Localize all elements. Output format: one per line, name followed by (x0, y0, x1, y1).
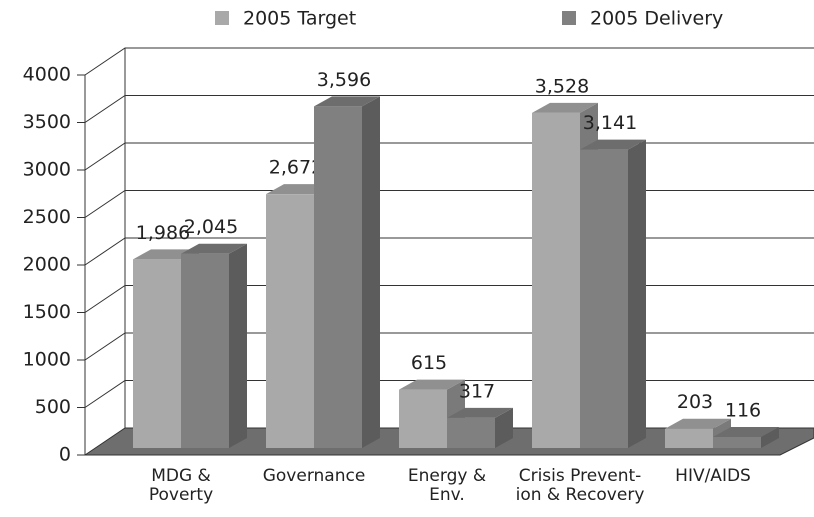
y-tick-label: 1500 (23, 301, 71, 323)
bar (665, 428, 713, 448)
grid-line (84, 95, 814, 123)
data-label: 3,141 (583, 112, 637, 134)
bar (713, 436, 761, 448)
x-tick-label: Crisis Prevent- ion & Recovery (515, 466, 645, 505)
bar-side (362, 96, 380, 448)
bar-top (399, 379, 465, 390)
y-tick-label: 3500 (23, 111, 71, 133)
bar-side (495, 407, 513, 448)
bar (532, 112, 580, 448)
bar (580, 149, 628, 449)
data-label: 2,045 (184, 216, 238, 238)
bar (314, 106, 362, 448)
bar-top (713, 426, 779, 437)
grid-line (84, 142, 814, 171)
bar-side (628, 139, 646, 449)
data-label: 3,528 (535, 75, 589, 97)
bar-side (229, 243, 247, 448)
bar-top (314, 96, 380, 107)
grid-line (84, 190, 814, 218)
bar (399, 389, 447, 448)
bar-top (580, 139, 646, 150)
bar (266, 194, 314, 448)
legend-label: 2005 Target (243, 8, 356, 30)
data-label: 615 (411, 352, 447, 374)
x-tick-label: Governance (262, 466, 366, 486)
y-tick-label: 1000 (23, 349, 71, 371)
y-tick-label: 2000 (23, 254, 71, 276)
data-label: 1,986 (136, 222, 190, 244)
data-label: 116 (725, 399, 761, 421)
grid-line (84, 47, 814, 76)
y-tick-label: 3000 (23, 159, 71, 181)
data-label: 317 (459, 380, 495, 402)
x-tick-label: MDG & Poverty (148, 466, 214, 505)
legend-swatch (562, 11, 576, 25)
bar (133, 259, 181, 448)
y-tick-label: 2500 (23, 206, 71, 228)
y-tick-label: 0 (59, 444, 71, 466)
x-tick-label: HIV/AIDS (675, 466, 751, 486)
bar (181, 253, 229, 448)
legend-swatch (215, 11, 229, 25)
bar-top (447, 407, 513, 418)
x-tick-label: Energy & Env. (407, 466, 487, 505)
bar-top (532, 102, 598, 113)
data-label: 2,672 (269, 157, 323, 179)
bar-side (761, 426, 779, 448)
y-tick-label: 4000 (23, 64, 71, 86)
bar-top (181, 243, 247, 254)
data-label: 203 (677, 391, 713, 413)
data-label: 3,596 (317, 69, 371, 91)
legend-label: 2005 Delivery (590, 8, 723, 30)
y-tick-label: 500 (35, 396, 71, 418)
bar-top (665, 418, 731, 429)
bar (447, 417, 495, 448)
